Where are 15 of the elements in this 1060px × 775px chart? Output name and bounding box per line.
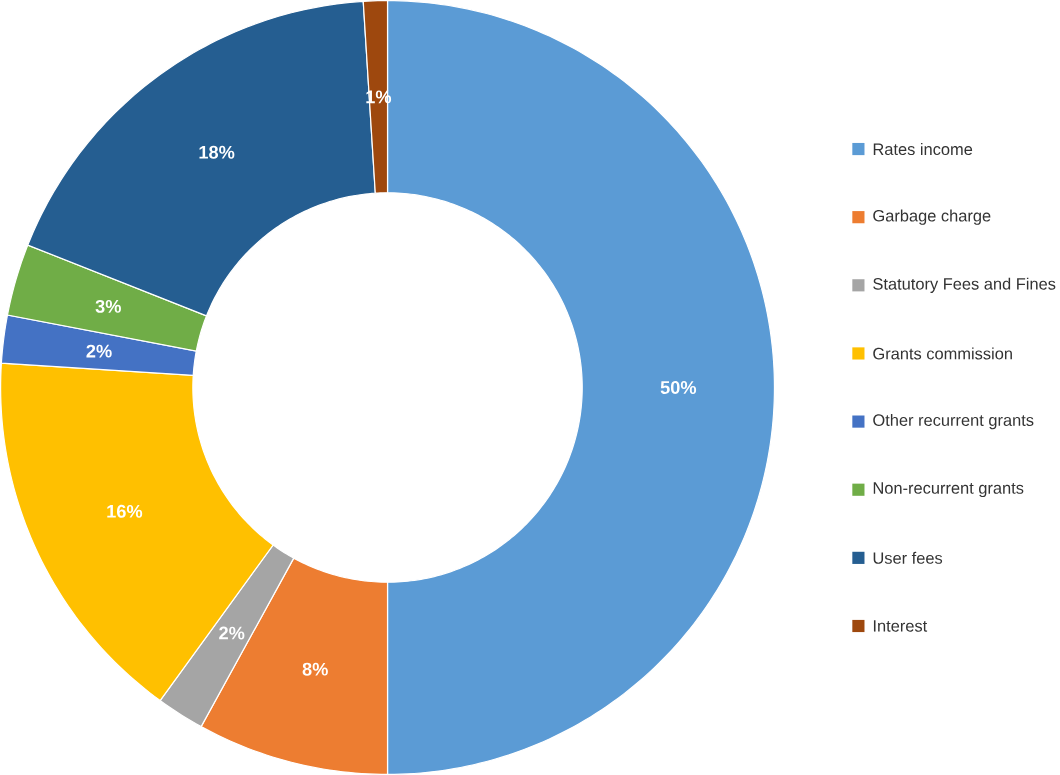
- legend-label: Grants commission: [873, 347, 1012, 360]
- data-label: 50%: [660, 381, 697, 394]
- data-label: 8%: [302, 662, 328, 676]
- data-label: 3%: [95, 299, 121, 313]
- legend-label: Other recurrent grants: [873, 413, 1034, 430]
- data-label: 2%: [219, 626, 245, 640]
- data-label: 2%: [86, 344, 112, 358]
- legend-label: Rates income: [873, 142, 973, 156]
- legend-label: Non-recurrent grants: [873, 482, 1024, 498]
- legend-label: Garbage charge: [873, 209, 991, 225]
- legend-label: Interest: [873, 620, 928, 632]
- data-label: 16%: [107, 504, 143, 518]
- legend-label: User fees: [873, 551, 943, 564]
- legend-label: Statutory Fees and Fines: [873, 277, 1056, 293]
- data-label: 18%: [199, 145, 235, 159]
